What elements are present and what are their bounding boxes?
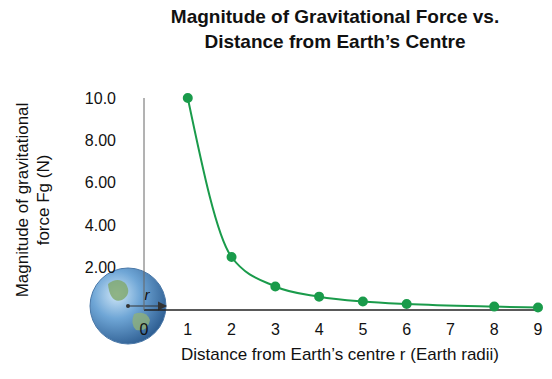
svg-text:1: 1 bbox=[183, 321, 192, 338]
svg-text:r: r bbox=[145, 286, 151, 303]
svg-text:2.00: 2.00 bbox=[85, 259, 116, 276]
svg-text:10.0: 10.0 bbox=[85, 90, 116, 107]
svg-text:8.00: 8.00 bbox=[85, 132, 116, 149]
svg-text:2: 2 bbox=[227, 321, 236, 338]
svg-text:6.00: 6.00 bbox=[85, 174, 116, 191]
svg-text:6: 6 bbox=[402, 321, 411, 338]
svg-text:5: 5 bbox=[358, 321, 367, 338]
svg-text:4: 4 bbox=[315, 321, 324, 338]
svg-text:3: 3 bbox=[271, 321, 280, 338]
html-text:Distance from Earth’s centre r: Distance from Earth’s centre r (Earth ra… bbox=[181, 345, 499, 364]
html-text:Magnitude of Gravitational For: Magnitude of Gravitational Force vs. Dis… bbox=[170, 6, 500, 52]
html-text:Magnitude of gravitational for: Magnitude of gravitational force Fg (N) bbox=[13, 102, 53, 298]
svg-text:8: 8 bbox=[490, 321, 499, 338]
svg-text:9: 9 bbox=[534, 321, 543, 338]
svg-text:4.00: 4.00 bbox=[85, 217, 116, 234]
svg-text:0: 0 bbox=[140, 321, 149, 338]
svg-text:7: 7 bbox=[446, 321, 455, 338]
